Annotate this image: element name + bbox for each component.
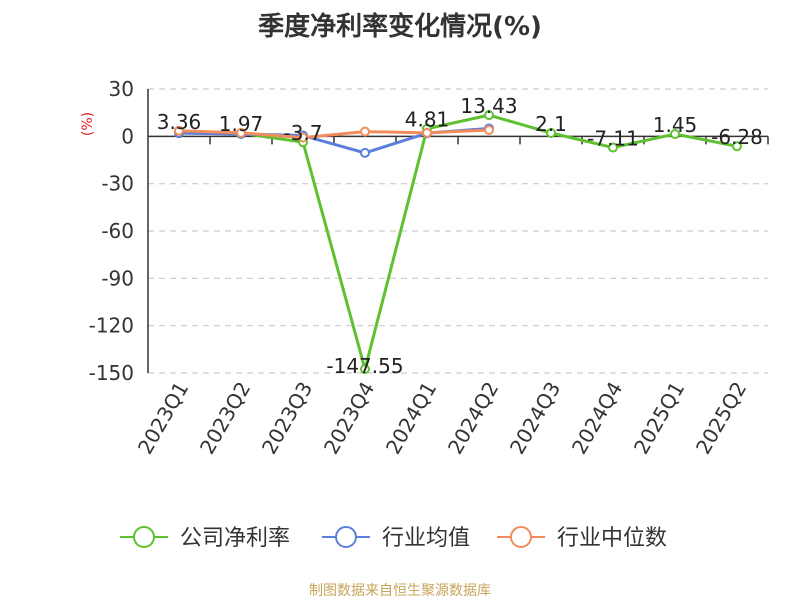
x-tick-label: 2023Q4 (319, 378, 379, 459)
x-tick-label: 2023Q1 (133, 378, 193, 459)
x-tick-label: 2024Q3 (505, 378, 565, 459)
data-label: 1.45 (653, 113, 698, 137)
data-label: 3.36 (157, 110, 202, 134)
x-tick-label: 2025Q1 (629, 378, 689, 459)
legend-label: 行业中位数 (557, 526, 667, 551)
x-tick-label: 2025Q2 (691, 378, 751, 459)
grid-lines (148, 88, 768, 374)
series-point-1 (360, 147, 370, 158)
data-label: 13.43 (460, 94, 517, 118)
legend: 公司净利率 行业均值 行业中位数 (120, 526, 667, 551)
y-tick-label: -120 (89, 314, 134, 338)
data-label: -6.28 (711, 125, 763, 149)
y-tick-label: -30 (101, 172, 134, 196)
series-point-0 (546, 128, 556, 139)
series-line-2 (178, 128, 490, 140)
x-tick-label: 2024Q4 (567, 378, 627, 459)
series-point-0 (608, 142, 618, 153)
series-point-2 (360, 126, 370, 137)
series-point-0 (360, 364, 370, 375)
data-label: -3.7 (283, 121, 322, 145)
data-label: 1.97 (219, 112, 264, 136)
legend-marker (510, 526, 532, 548)
y-tick-label: -60 (101, 219, 134, 243)
y-tick-label: -90 (101, 266, 134, 290)
series-lines (174, 110, 742, 375)
series-point-2 (422, 127, 432, 138)
x-tick-label: 2023Q2 (195, 378, 255, 459)
series-point-0 (484, 110, 494, 121)
legend-label: 行业均值 (382, 526, 470, 551)
series-point-2 (484, 125, 494, 136)
y-tick-label: -150 (89, 361, 134, 385)
y-tick-label: 30 (109, 77, 134, 101)
legend-marker (133, 526, 155, 548)
x-tick-label: 2024Q1 (381, 378, 441, 459)
y-unit-label: (%) (80, 112, 96, 136)
y-tick-label: 0 (121, 124, 134, 148)
series-point-0 (670, 129, 680, 140)
series-point-2 (174, 125, 184, 136)
series-point-2 (236, 127, 246, 138)
series-line-0 (178, 113, 738, 371)
data-label: 4.81 (405, 108, 450, 132)
data-labels: 3.36 1.97 -3.7 -147.55 4.81 13.43 2.1 -7.11 1.45… (157, 94, 763, 378)
series-point-0 (732, 141, 742, 152)
x-tick-label: 2023Q3 (257, 378, 317, 459)
data-label: 2.1 (535, 112, 567, 136)
x-tick-label: 2024Q2 (443, 378, 503, 459)
chart-title: 季度净利率变化情况(%) (258, 12, 542, 42)
series-point-2 (298, 132, 308, 143)
data-label: -7.11 (587, 127, 639, 151)
source-note: 制图数据来自恒生聚源数据库 (309, 583, 491, 599)
legend-marker (335, 526, 357, 548)
data-label: -147.55 (326, 354, 403, 378)
legend-label: 公司净利率 (180, 526, 290, 551)
